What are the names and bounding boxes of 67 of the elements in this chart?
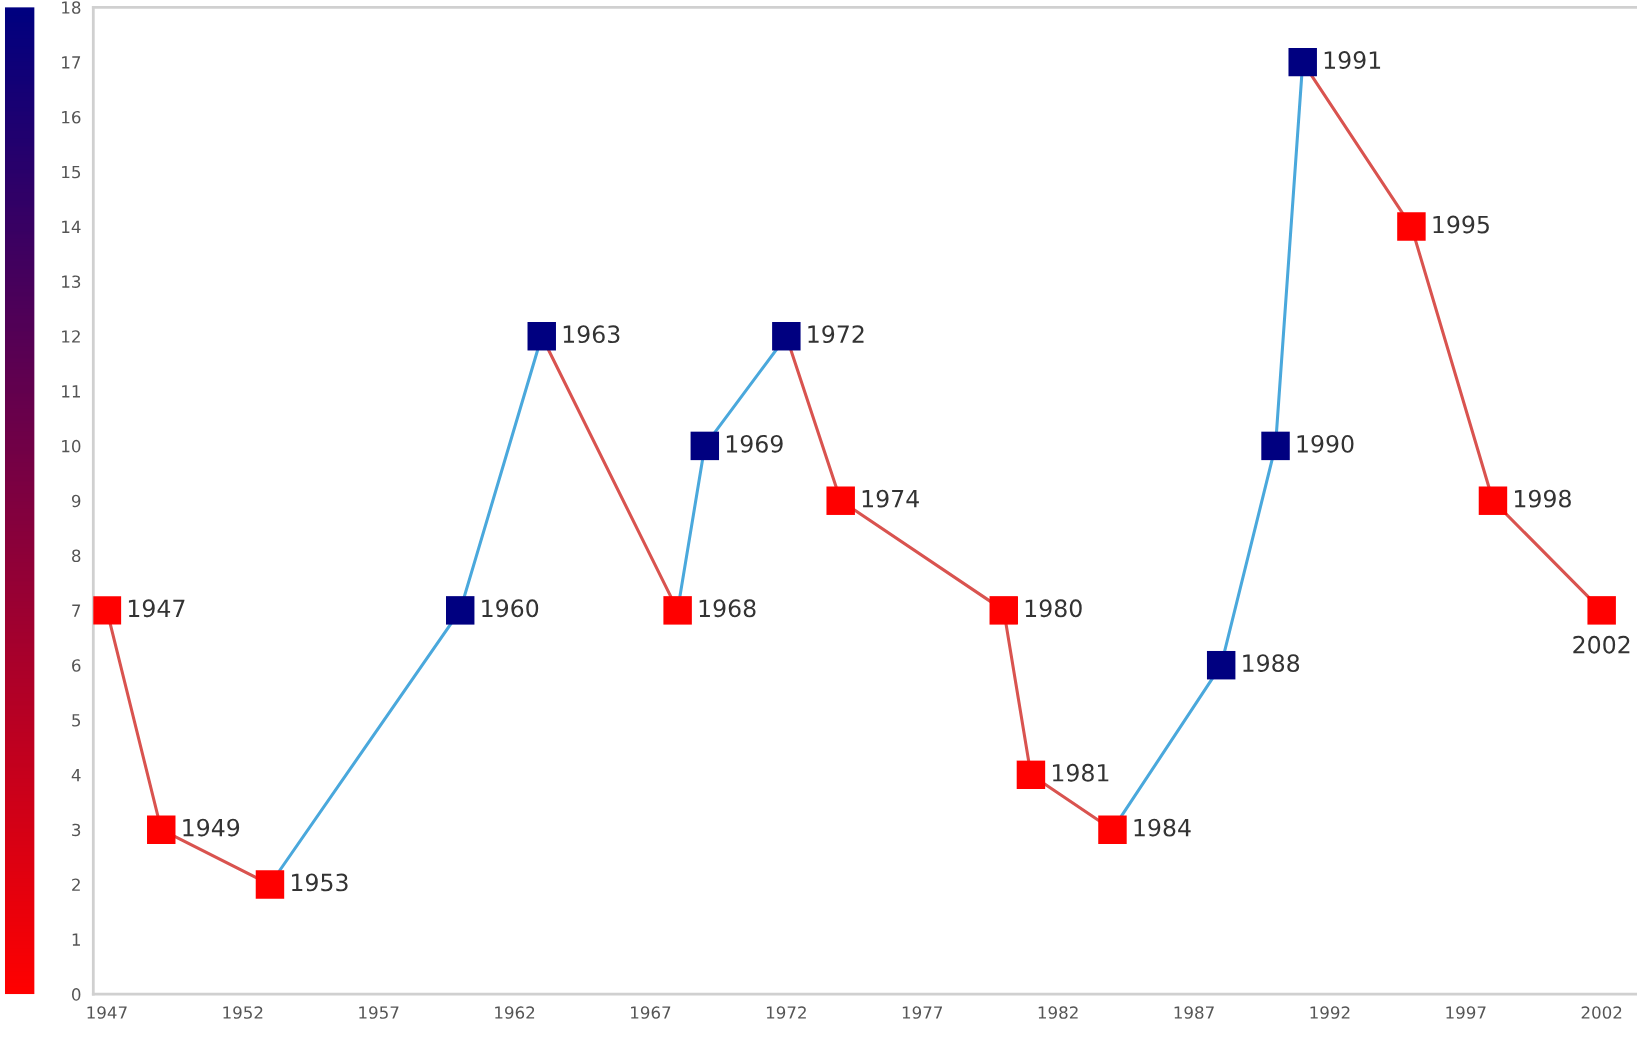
y-tick-label: 18 (62, 1, 81, 14)
x-tick-label: 1947 (87, 1006, 127, 1019)
y-tick-label: 4 (71, 769, 81, 782)
x-tick-label: 1972 (766, 1006, 806, 1019)
annotation: 1949 (183, 818, 240, 837)
annotation: 1953 (292, 873, 348, 892)
y-tick-label: 5 (72, 714, 81, 727)
point (1288, 47, 1317, 77)
x-tick-label: 1982 (1038, 1006, 1078, 1019)
point (93, 596, 122, 625)
y-tick-label: 15 (62, 165, 81, 179)
annotation: 1990 (1297, 434, 1354, 453)
annotation: 1969 (726, 434, 783, 453)
y-tick-label: 17 (62, 56, 81, 69)
annotation: 1981 (1052, 763, 1109, 782)
y-tick-label: 12 (62, 330, 80, 343)
y-tick-label: 3 (72, 823, 81, 837)
y-tick-label: 6 (72, 659, 81, 672)
annotation: 1972 (808, 325, 864, 344)
annotation: 1984 (1134, 818, 1191, 837)
point (527, 322, 556, 351)
point (690, 431, 720, 461)
point (1587, 596, 1616, 625)
annotation: 1963 (563, 325, 620, 344)
x-tick-label: 1987 (1174, 1006, 1214, 1019)
x-tick-label: 2002 (1581, 1006, 1622, 1019)
point (663, 596, 692, 625)
point (772, 322, 801, 351)
point (147, 815, 176, 844)
annotation: 1968 (699, 599, 756, 618)
y-tick-label: 13 (62, 275, 81, 288)
x-tick-label: 1997 (1446, 1006, 1486, 1019)
x-tick-label: 1992 (1310, 1006, 1350, 1019)
point (1206, 650, 1236, 680)
point (826, 486, 855, 515)
x-tick-label: 1952 (223, 1006, 263, 1019)
annotation: 1960 (482, 599, 539, 618)
annotation: 1947 (128, 599, 185, 618)
y-tick-label: 11 (62, 385, 80, 398)
y-tick-label: 0 (72, 988, 81, 1001)
y-tick-label: 9 (71, 494, 81, 508)
annotation: 2002 (1573, 635, 1630, 654)
y-tick-label: 7 (72, 604, 81, 617)
annotation: 1995 (1433, 215, 1489, 234)
x-tick-label: 1967 (631, 1006, 671, 1019)
point (445, 596, 475, 625)
point (1098, 815, 1127, 844)
x-tick-label: 1957 (359, 1006, 399, 1019)
point (1397, 212, 1426, 241)
annotation: 1980 (1025, 599, 1082, 618)
y-tick-label: 14 (62, 220, 81, 233)
point (1016, 760, 1046, 790)
annotation: 1974 (862, 489, 919, 508)
y-tick-label: 10 (62, 439, 81, 453)
y-tick-label: 2 (72, 878, 80, 891)
x-tick-label: 1962 (495, 1006, 535, 1019)
annotation: 1998 (1515, 489, 1571, 508)
point (255, 870, 285, 899)
y-tick-label: 8 (72, 549, 81, 563)
x-tick-label: 1977 (902, 1006, 943, 1019)
point (1478, 486, 1508, 515)
annotation: 1991 (1324, 51, 1381, 69)
annotation: 1988 (1243, 654, 1300, 673)
y-tick-label: 16 (62, 110, 81, 124)
point (989, 596, 1018, 625)
point (1261, 431, 1290, 461)
y-tick-label: 1 (72, 933, 80, 946)
